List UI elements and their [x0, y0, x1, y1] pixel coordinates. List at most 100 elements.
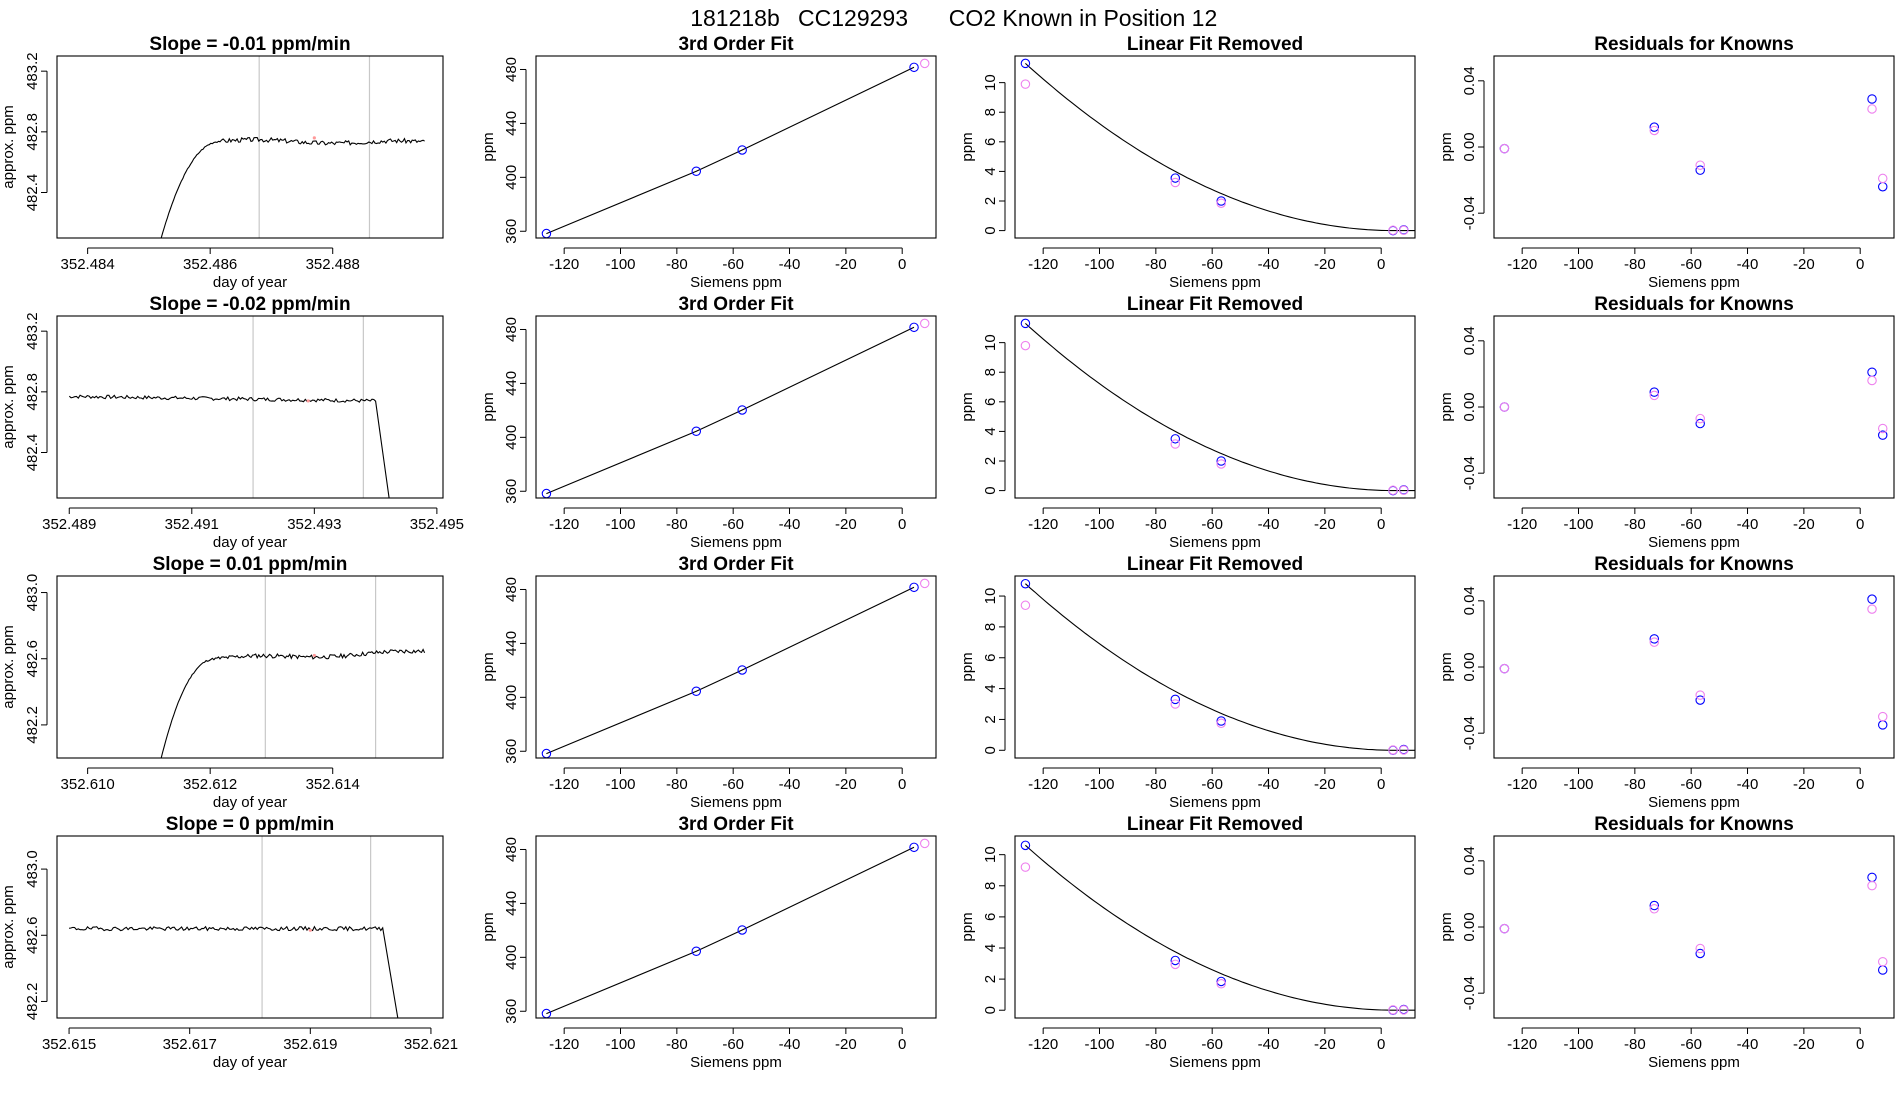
x-tick-label: -80: [1145, 256, 1167, 273]
x-axis: -120 -100 -80 -60 -40 -20 0 Siemens ppm: [549, 507, 906, 551]
y-tick-label: 0: [982, 226, 999, 234]
y-axis: -0.04 0.00 0.04 ppm: [1438, 326, 1485, 490]
y-axis: 482.2 482.6 483.0 approx. ppm: [0, 850, 48, 1020]
x-tick-label: -100: [605, 516, 635, 533]
x-tick-label: 352.614: [306, 776, 360, 793]
data-point: [919, 58, 930, 69]
x-tick-label: -80: [1145, 516, 1167, 533]
data-point: [1398, 1005, 1409, 1015]
x-axis: -120 -100 -80 -60 -40 -20 0 Siemens ppm: [1507, 767, 1864, 811]
x-axis-label: Siemens ppm: [690, 274, 782, 291]
plot-frame: [535, 55, 937, 239]
plot-area: [541, 58, 930, 238]
y-tick-label: 0: [982, 486, 999, 494]
x-tick-label: 352.615: [42, 1036, 96, 1053]
x-tick-label: -80: [666, 1036, 688, 1053]
y-axis: 360 400 440 480 ppm: [480, 837, 527, 1024]
y-axis: 0 2 4 6 8 10 ppm: [959, 588, 1006, 754]
plot-area: [541, 318, 930, 498]
chart-title: 3rd Order Fit: [678, 554, 794, 575]
y-tick-label: 2: [982, 715, 999, 723]
y-tick-label: 482.6: [24, 916, 41, 954]
x-tick-label: -120: [549, 776, 579, 793]
x-tick-label: -40: [1737, 1036, 1759, 1053]
plot-frame: [1493, 55, 1895, 239]
x-tick-label: 352.488: [306, 256, 360, 273]
y-tick-label: 0: [982, 1006, 999, 1014]
y-tick-label: 400: [503, 425, 520, 450]
data-point: [1649, 637, 1660, 647]
x-axis: -120 -100 -80 -60 -40 -20 0 Siemens ppm: [1028, 1027, 1385, 1071]
x-tick-label: -100: [605, 1036, 635, 1053]
x-axis-label: Siemens ppm: [1648, 794, 1740, 811]
y-tick-label: 483.0: [24, 850, 41, 888]
data-point: [919, 838, 930, 849]
plot-frame: [535, 575, 937, 759]
data-point: [1388, 485, 1398, 496]
data-point: [1867, 880, 1877, 891]
x-tick-label: -120: [1028, 776, 1058, 793]
chart-title: Residuals for Knowns: [1594, 814, 1794, 835]
chart-title: Residuals for Knowns: [1594, 34, 1794, 55]
plot-frame: [1014, 315, 1416, 499]
x-tick-label: -120: [549, 516, 579, 533]
data-point: [1649, 122, 1660, 132]
x-tick-label: -60: [1680, 516, 1702, 533]
y-tick-label: 4: [982, 944, 999, 952]
co2-trace-line: [68, 394, 390, 498]
data-point: [737, 405, 747, 415]
x-tick-label: -80: [1624, 776, 1646, 793]
data-point: [1170, 173, 1181, 183]
y-tick-label: 10: [982, 846, 999, 863]
x-axis-label: day of year: [213, 274, 287, 291]
x-tick-label: 352.486: [183, 256, 237, 273]
plot-area: [1020, 840, 1415, 1015]
data-point: [1867, 375, 1877, 386]
chart-panel: 3rd Order Fit -120 -100 -80 -60 -40 -20 0 Siemen…: [480, 554, 937, 811]
y-tick-label: 480: [503, 317, 520, 342]
data-point: [1216, 196, 1226, 206]
x-tick-label: -120: [1028, 256, 1058, 273]
x-axis: -120 -100 -80 -60 -40 -20 0 Siemens ppm: [1507, 247, 1864, 291]
y-tick-label: 483.2: [24, 52, 41, 90]
data-point: [909, 322, 919, 333]
y-tick-label: 10: [982, 588, 999, 605]
x-tick-label: -60: [722, 516, 744, 533]
chart-title: 3rd Order Fit: [678, 294, 794, 315]
y-tick-label: 400: [503, 165, 520, 190]
x-tick-label: -40: [1737, 776, 1759, 793]
data-point: [1867, 367, 1877, 378]
x-tick-label: -120: [1507, 256, 1537, 273]
data-point: [1867, 872, 1877, 883]
data-point: [1020, 58, 1031, 69]
data-point: [1649, 125, 1660, 136]
data-point: [1649, 900, 1660, 911]
y-axis: 482.4 482.8 483.2 approx. ppm: [0, 312, 48, 471]
y-axis-label: approx. ppm: [0, 365, 17, 448]
x-axis-label: Siemens ppm: [690, 794, 782, 811]
x-axis-label: Siemens ppm: [1169, 794, 1261, 811]
data-point: [1020, 862, 1031, 872]
y-tick-label: 10: [982, 334, 999, 351]
x-tick-label: -20: [1314, 256, 1336, 273]
x-tick-label: 352.619: [283, 1036, 337, 1053]
y-axis-label: ppm: [1438, 392, 1455, 421]
data-point: [1649, 904, 1660, 914]
y-tick-label: 480: [503, 577, 520, 602]
data-point: [1170, 699, 1181, 709]
y-tick-label: 483.0: [24, 574, 41, 612]
x-axis-label: Siemens ppm: [690, 1054, 782, 1071]
data-point: [1216, 198, 1226, 208]
y-axis: 0 2 4 6 8 10 ppm: [959, 74, 1006, 235]
x-tick-label: -60: [1201, 256, 1223, 273]
x-tick-label: -60: [722, 1036, 744, 1053]
data-point: [1867, 104, 1877, 114]
data-point: [1170, 955, 1181, 966]
mean-marker: [312, 653, 316, 658]
data-point: [1170, 959, 1181, 970]
x-tick-label: -100: [1563, 1036, 1593, 1053]
y-axis: 360 400 440 480 ppm: [480, 57, 527, 244]
x-tick-label: -100: [1084, 776, 1114, 793]
y-tick-label: 6: [982, 138, 999, 146]
